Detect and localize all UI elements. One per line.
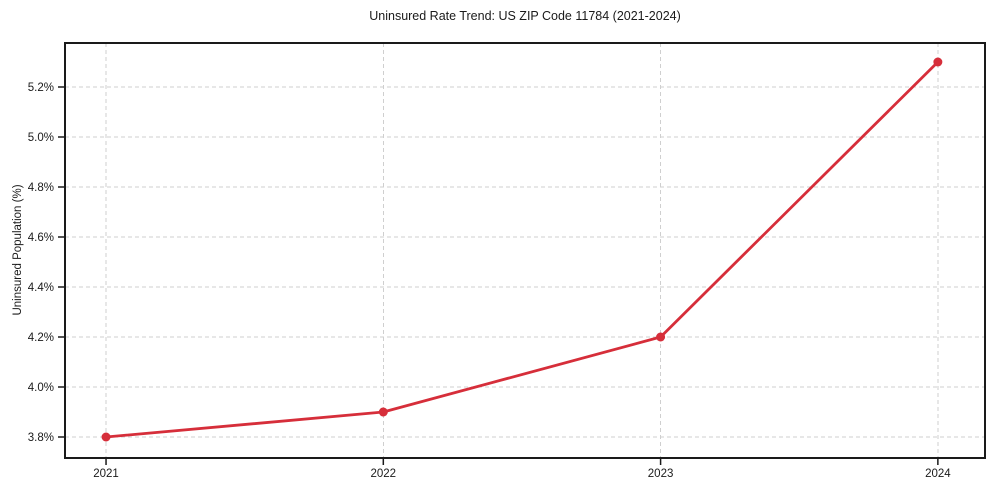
y-tick-label: 4.4% (28, 282, 54, 294)
trend-line (104, 60, 940, 439)
data-point (101, 432, 111, 442)
x-tick-label: 2022 (371, 468, 397, 480)
x-tick-label: 2021 (93, 468, 119, 480)
chart-title: Uninsured Rate Trend: US ZIP Code 11784 … (369, 9, 681, 23)
y-tick-label: 4.8% (28, 182, 54, 194)
plot-border (64, 42, 986, 459)
x-tick-label: 2024 (925, 468, 951, 480)
data-point (933, 57, 943, 67)
y-tick-label: 4.6% (28, 232, 54, 244)
data-point (378, 407, 388, 417)
data-point (656, 332, 666, 342)
y-tick-label: 4.0% (28, 382, 54, 394)
y-tick-label: 4.2% (28, 332, 54, 344)
y-tick-label: 5.0% (28, 132, 54, 144)
x-tick-label: 2023 (648, 468, 674, 480)
y-tick-label: 3.8% (28, 432, 54, 444)
y-tick-label: 5.2% (28, 82, 54, 94)
